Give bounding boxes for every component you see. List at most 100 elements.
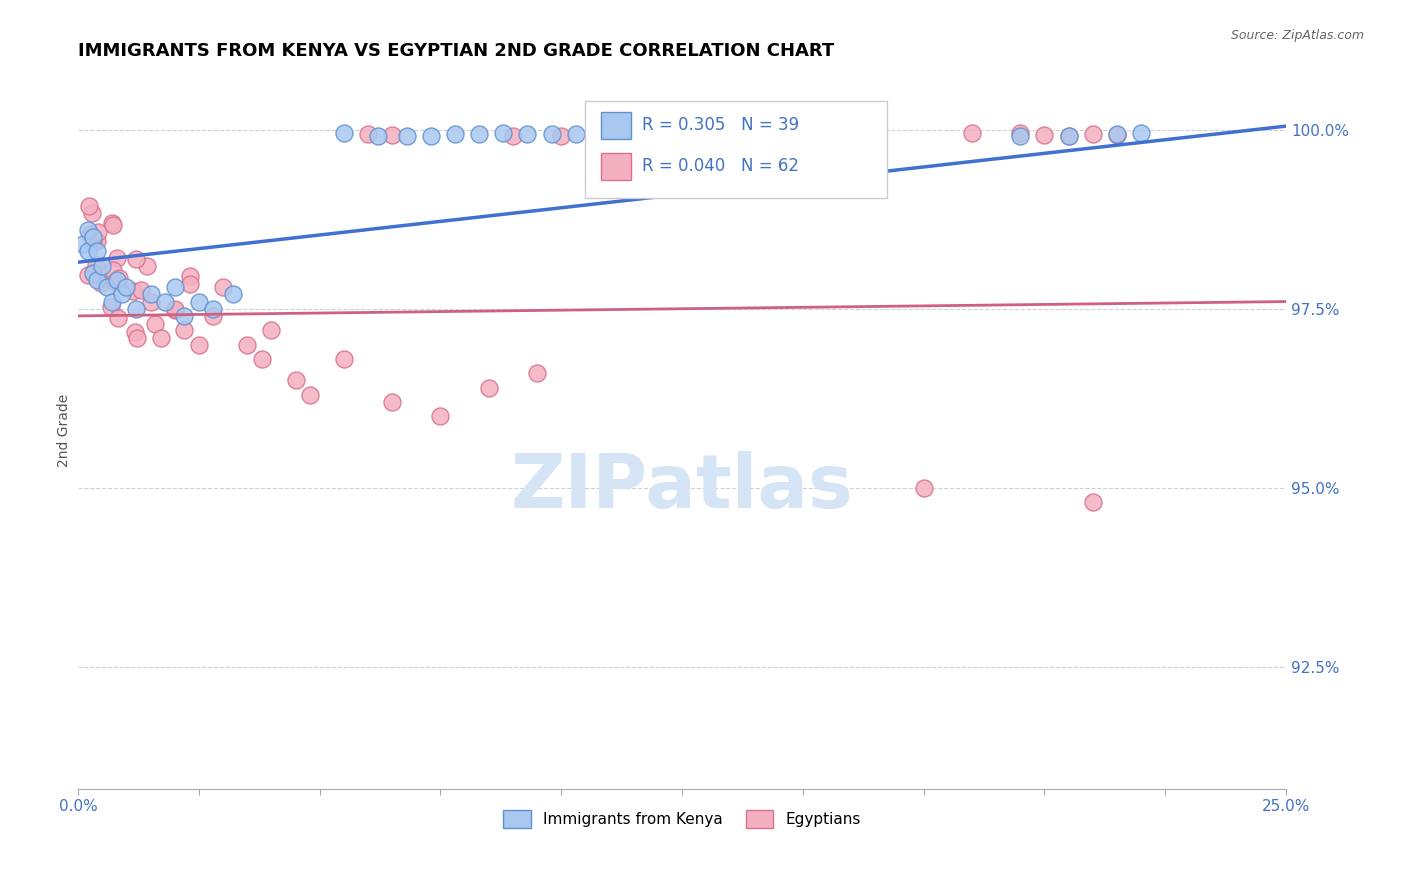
Point [1033, 128, 1056, 142]
Point [163, 302, 186, 317]
Text: ZIPatlas: ZIPatlas [510, 451, 853, 524]
Point [124, 325, 146, 339]
Point [222, 287, 245, 301]
Point [163, 301, 186, 316]
Point [105, 273, 128, 287]
Point [1130, 127, 1153, 141]
Point [82, 230, 104, 244]
Point [250, 351, 273, 366]
Point [76, 223, 98, 237]
Point [173, 323, 195, 337]
Point [187, 337, 209, 351]
Point [125, 301, 148, 316]
Point [84, 258, 107, 272]
Point [357, 127, 380, 141]
Point [589, 127, 612, 141]
Point [76, 268, 98, 283]
Point [260, 323, 283, 337]
Point [815, 127, 838, 141]
Point [478, 380, 501, 394]
Point [912, 481, 935, 495]
Point [125, 331, 148, 345]
Point [444, 128, 467, 142]
Point [163, 280, 186, 294]
Point [100, 300, 122, 314]
Point [76, 244, 98, 259]
Text: R = 0.040   N = 62: R = 0.040 N = 62 [643, 156, 799, 175]
FancyBboxPatch shape [602, 153, 631, 180]
Point [82, 206, 104, 220]
Point [143, 317, 166, 331]
Point [173, 309, 195, 323]
Point [299, 387, 322, 401]
Point [86, 273, 108, 287]
Point [468, 128, 491, 142]
Point [110, 287, 132, 301]
Point [139, 287, 162, 301]
Point [136, 259, 159, 273]
Point [815, 126, 838, 140]
Point [86, 234, 108, 248]
Point [492, 126, 515, 140]
Point [87, 225, 110, 239]
Point [100, 216, 122, 230]
FancyBboxPatch shape [585, 101, 887, 198]
Point [79, 199, 101, 213]
Point [153, 294, 176, 309]
Point [179, 277, 201, 292]
Point [72, 237, 94, 252]
Point [1105, 127, 1128, 141]
Point [101, 263, 124, 277]
Point [115, 280, 138, 294]
Point [236, 337, 259, 351]
Point [1081, 127, 1104, 141]
Point [367, 128, 389, 143]
Point [90, 276, 112, 290]
Point [107, 270, 129, 285]
Point [333, 126, 356, 140]
Text: IMMIGRANTS FROM KENYA VS EGYPTIAN 2ND GRADE CORRELATION CHART: IMMIGRANTS FROM KENYA VS EGYPTIAN 2ND GR… [79, 42, 834, 60]
Point [1010, 126, 1032, 140]
Point [82, 267, 104, 281]
Point [187, 294, 209, 309]
Point [550, 128, 572, 143]
Text: R = 0.305   N = 39: R = 0.305 N = 39 [643, 116, 799, 134]
Point [107, 310, 129, 325]
Point [202, 309, 225, 323]
Point [395, 129, 418, 144]
Point [82, 235, 104, 249]
Point [212, 280, 235, 294]
Point [502, 128, 524, 143]
Point [125, 252, 148, 266]
Point [419, 128, 441, 143]
Point [284, 373, 307, 387]
Point [86, 244, 108, 259]
Point [79, 227, 101, 241]
Point [91, 259, 114, 273]
Point [1010, 129, 1032, 144]
Point [540, 127, 562, 141]
Point [865, 128, 887, 142]
Point [101, 294, 124, 309]
Point [718, 796, 741, 810]
Point [202, 301, 225, 316]
Point [839, 129, 862, 144]
Point [1057, 128, 1080, 143]
Point [1081, 495, 1104, 509]
Text: Source: ZipAtlas.com: Source: ZipAtlas.com [1230, 29, 1364, 43]
Point [381, 128, 404, 142]
Point [105, 251, 128, 265]
Point [150, 331, 173, 345]
Point [104, 275, 127, 289]
Point [139, 294, 162, 309]
Point [1105, 128, 1128, 143]
Point [960, 126, 983, 140]
Legend: Immigrants from Kenya, Egyptians: Immigrants from Kenya, Egyptians [498, 804, 868, 835]
Point [82, 266, 104, 280]
Point [526, 366, 548, 380]
Point [122, 284, 145, 298]
Point [564, 127, 586, 141]
Y-axis label: 2nd Grade: 2nd Grade [58, 394, 72, 467]
Point [179, 268, 201, 283]
FancyBboxPatch shape [602, 112, 631, 139]
